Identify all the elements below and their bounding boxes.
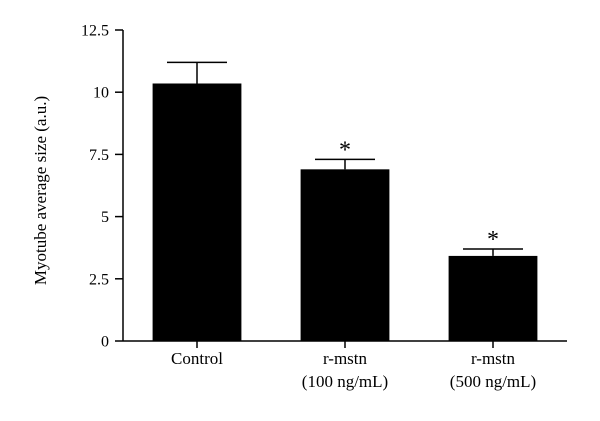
significance-marker: *: [339, 137, 351, 163]
x-tick-label: (100 ng/mL): [302, 372, 388, 391]
bars: **: [152, 61, 538, 341]
y-tick-label: 12.5: [81, 23, 109, 40]
y-tick-label: 5: [101, 209, 109, 226]
x-tick-label: Control: [171, 349, 223, 368]
y-axis: 0 2.5 5 7.5 10 12.5: [81, 23, 124, 351]
significance-marker: *: [487, 227, 499, 253]
bar: [448, 255, 538, 341]
bar: [152, 83, 242, 341]
x-tick-label: (500 ng/mL): [450, 372, 536, 391]
y-tick-label: 2.5: [89, 271, 109, 288]
y-tick-label: 10: [93, 85, 109, 102]
x-tick-label: r-mstn: [323, 349, 368, 368]
y-axis-title: Myotube average size (a.u.): [31, 96, 50, 285]
x-axis: Control r-mstn (100 ng/mL) r-mstn (500 ng/mL…: [123, 340, 567, 391]
y-tick-label: 7.5: [89, 147, 109, 164]
x-tick-label: r-mstn: [471, 349, 516, 368]
bar: [300, 169, 390, 341]
y-tick-label: 0: [101, 334, 109, 351]
